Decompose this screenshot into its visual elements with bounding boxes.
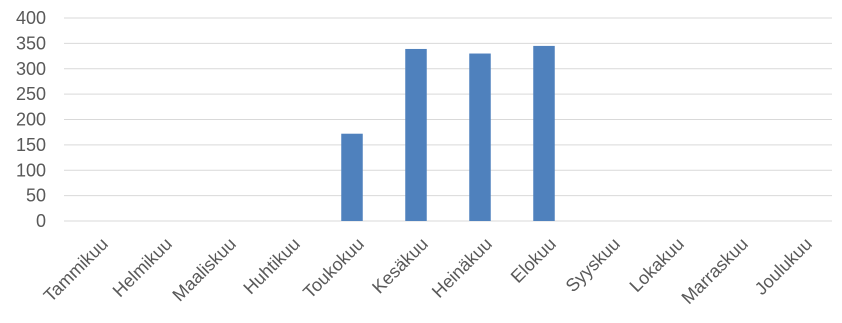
x-tick-label: Maaliskuu: [168, 234, 239, 305]
bar-toukokuu: [341, 133, 363, 221]
x-tick-label: Syyskuu: [562, 234, 624, 296]
y-tick-label: 0: [36, 211, 46, 231]
y-tick-label: 400: [16, 8, 46, 28]
x-tick-label: Helmikuu: [109, 234, 176, 301]
x-tick-label: Lokakuu: [626, 234, 688, 296]
y-tick-label: 350: [16, 33, 46, 53]
y-tick-label: 50: [26, 186, 46, 206]
bar-heinäkuu: [469, 53, 491, 222]
y-tick-label: 250: [16, 84, 46, 104]
y-tick-label: 150: [16, 135, 46, 155]
x-tick-label: Huhtikuu: [239, 234, 303, 298]
x-tick-label: Kesäkuu: [368, 234, 432, 298]
y-tick-label: 300: [16, 59, 46, 79]
x-tick-label: Tammikuu: [40, 234, 112, 306]
bars: [341, 45, 555, 222]
bar-elokuu: [533, 45, 555, 221]
x-tick-label: Elokuu: [507, 234, 560, 287]
y-axis-tick-labels: 0 50 100 150 200 250 300 350 400: [16, 8, 46, 231]
x-tick-label: Marraskuu: [678, 234, 752, 308]
bar-kesäkuu: [405, 48, 427, 221]
x-tick-label: Heinäkuu: [428, 234, 496, 302]
y-tick-label: 100: [16, 160, 46, 180]
y-tick-label: 200: [16, 110, 46, 130]
x-tick-label: Toukokuu: [299, 234, 368, 303]
gridlines: [64, 17, 832, 222]
x-tick-label: Joulukuu: [751, 234, 816, 299]
